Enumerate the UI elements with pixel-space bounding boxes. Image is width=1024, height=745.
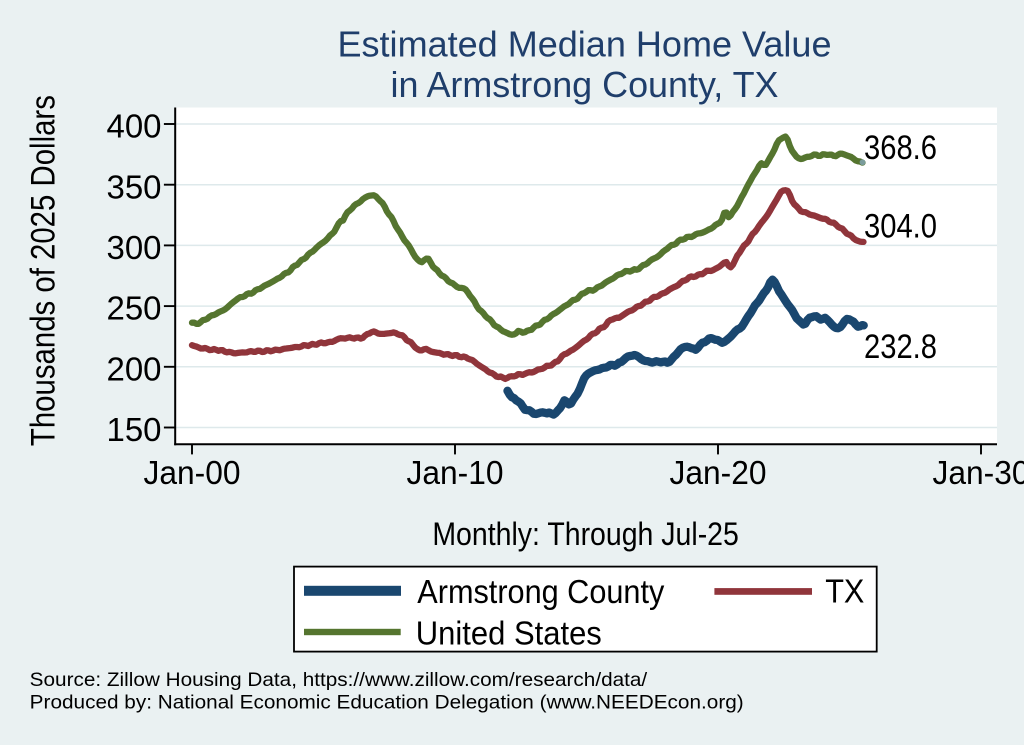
svg-text:Monthly: Through Jul-25: Monthly: Through Jul-25 xyxy=(432,516,739,552)
svg-text:Jan-20: Jan-20 xyxy=(670,455,767,492)
svg-text:Produced by: National Economic: Produced by: National Economic Education… xyxy=(30,692,744,714)
svg-text:United States: United States xyxy=(416,615,602,652)
svg-text:TX: TX xyxy=(825,574,864,611)
svg-text:Jan-10: Jan-10 xyxy=(407,455,504,492)
svg-text:200: 200 xyxy=(107,351,162,388)
svg-text:304.0: 304.0 xyxy=(864,208,937,246)
svg-text:232.8: 232.8 xyxy=(864,328,937,366)
svg-text:368.6: 368.6 xyxy=(864,129,937,167)
svg-text:Jan-00: Jan-00 xyxy=(144,455,241,492)
svg-text:Jan-30: Jan-30 xyxy=(933,455,1024,492)
svg-text:in Armstrong County, TX: in Armstrong County, TX xyxy=(391,64,779,105)
svg-text:150: 150 xyxy=(107,412,162,449)
svg-text:Armstrong County: Armstrong County xyxy=(417,574,664,611)
svg-text:350: 350 xyxy=(107,169,162,206)
svg-text:400: 400 xyxy=(107,109,162,146)
svg-text:Estimated Median Home Value: Estimated Median Home Value xyxy=(338,24,832,65)
svg-text:300: 300 xyxy=(107,230,162,267)
svg-text:Thousands of 2025 Dollars: Thousands of 2025 Dollars xyxy=(25,95,63,446)
svg-text:Source: Zillow Housing Data, h: Source: Zillow Housing Data, https://www… xyxy=(30,669,648,691)
svg-text:250: 250 xyxy=(107,291,162,328)
